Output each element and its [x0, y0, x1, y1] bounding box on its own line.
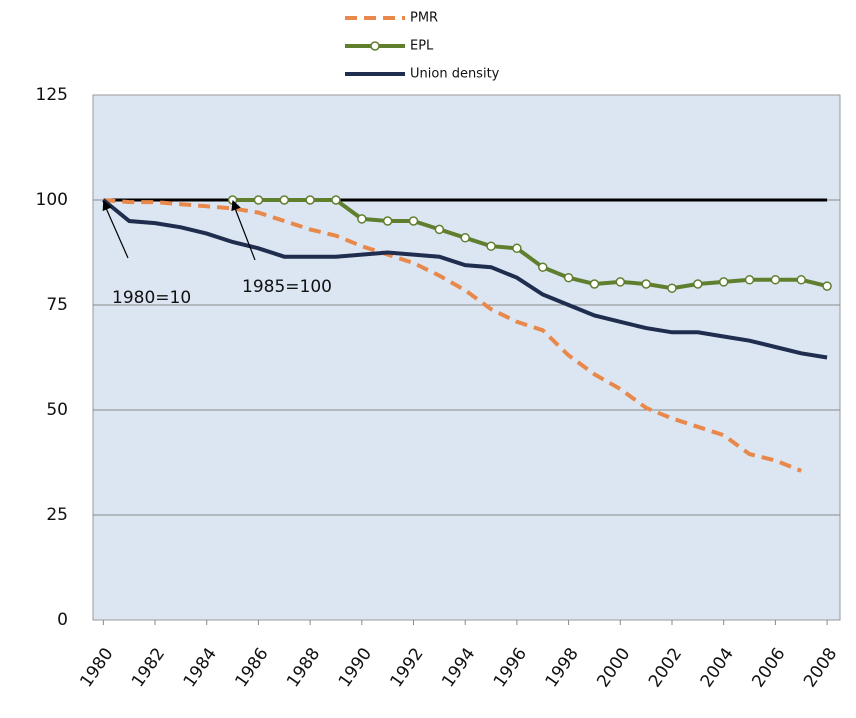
x-tick-label: 1982 [128, 644, 169, 691]
legend-marker [370, 41, 380, 51]
x-tick-label: 2008 [800, 644, 841, 691]
marker [589, 279, 600, 289]
marker [408, 216, 419, 226]
series-line [102, 198, 828, 360]
x-tick-label: 1998 [542, 644, 583, 691]
x-tick-label: 1994 [438, 644, 479, 691]
marker [744, 275, 755, 285]
annotation-arrow [232, 201, 256, 261]
marker [331, 195, 341, 205]
marker [434, 224, 445, 235]
marker [305, 195, 315, 205]
arrow-head [102, 200, 112, 212]
x-tick-label: 2000 [593, 644, 634, 691]
arrow-head [231, 199, 241, 212]
marker [357, 214, 367, 224]
marker [486, 241, 496, 251]
x-tick-label: 2004 [697, 644, 738, 691]
marker [615, 277, 626, 287]
legend-label: Union density [410, 67, 500, 82]
y-tick-label: 25 [46, 505, 68, 525]
marker [641, 279, 651, 289]
x-tick-label: 1986 [231, 644, 272, 691]
x-tick-label: 1996 [490, 644, 531, 691]
y-tick-label: 75 [46, 295, 68, 315]
x-tick-label: 1980 [76, 644, 117, 691]
marker [667, 283, 677, 293]
plot-area [92, 94, 841, 621]
legend-label: EPL [410, 39, 434, 54]
marker [253, 195, 264, 205]
marker [460, 233, 470, 243]
x-tick-label: 1984 [180, 644, 221, 691]
annotation: 1985=100 [242, 277, 332, 297]
marker [718, 277, 729, 287]
x-tick-label: 1988 [283, 644, 324, 691]
annotation-arrow [102, 201, 129, 259]
x-tick-label: 1990 [335, 644, 376, 691]
marker [512, 243, 522, 254]
x-tick-label: 1992 [387, 644, 428, 691]
marker [693, 279, 703, 289]
annotation: 1980=10 [112, 288, 191, 308]
marker [563, 272, 574, 283]
x-tick-label: 2002 [645, 644, 686, 691]
y-tick-label: 0 [57, 610, 68, 630]
marker [382, 216, 393, 226]
marker [796, 275, 806, 285]
marker [279, 195, 290, 205]
y-tick-label: 50 [46, 400, 68, 420]
series-line [103, 198, 802, 473]
marker [770, 275, 781, 285]
x-tick-label: 2006 [748, 644, 789, 691]
legend-label: PMR [410, 11, 438, 26]
y-tick-label: 125 [36, 85, 68, 105]
y-tick-label: 100 [36, 190, 68, 210]
marker [538, 262, 548, 272]
marker [822, 281, 832, 291]
